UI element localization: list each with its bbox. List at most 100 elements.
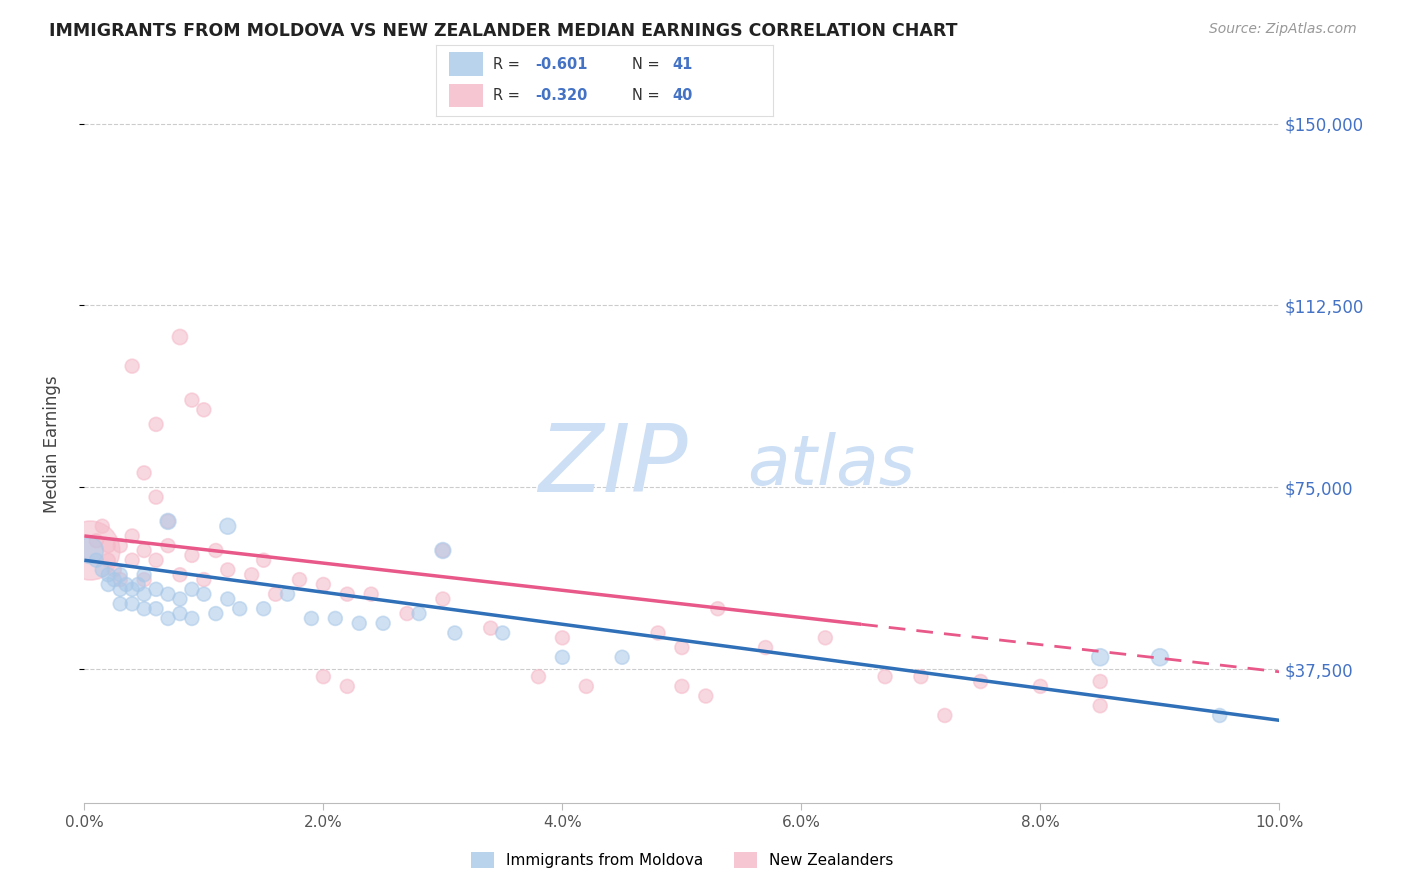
Point: [325, 611, 347, 625]
Text: N =: N =: [631, 57, 664, 71]
Text: -0.601: -0.601: [536, 57, 588, 71]
Point: [181, 611, 204, 625]
Point: [132, 466, 156, 480]
Point: [301, 611, 323, 625]
Point: [1090, 698, 1112, 713]
Point: [181, 549, 204, 563]
Point: [86, 553, 108, 567]
FancyBboxPatch shape: [450, 53, 484, 76]
Point: [432, 543, 454, 558]
Point: [145, 582, 167, 597]
Point: [970, 674, 993, 689]
Point: [312, 670, 335, 684]
Point: [1209, 708, 1232, 723]
Point: [110, 573, 132, 587]
Text: atlas: atlas: [748, 432, 915, 499]
Point: [527, 670, 550, 684]
Point: [145, 417, 167, 432]
Point: [396, 607, 419, 621]
Point: [217, 563, 239, 577]
Point: [193, 573, 215, 587]
Text: IMMIGRANTS FROM MOLDOVA VS NEW ZEALANDER MEDIAN EARNINGS CORRELATION CHART: IMMIGRANTS FROM MOLDOVA VS NEW ZEALANDER…: [49, 22, 957, 40]
Text: 40: 40: [672, 88, 692, 103]
Point: [755, 640, 778, 655]
Point: [110, 597, 132, 611]
Point: [132, 601, 156, 615]
Text: R =: R =: [494, 88, 524, 103]
Point: [169, 607, 191, 621]
Point: [432, 543, 454, 558]
Point: [1029, 679, 1052, 693]
Point: [349, 616, 371, 631]
Point: [121, 553, 143, 567]
Point: [695, 689, 717, 703]
Point: [228, 601, 252, 615]
Point: [253, 601, 276, 615]
Point: [432, 592, 454, 607]
Point: [121, 582, 143, 597]
Point: [575, 679, 598, 693]
Point: [181, 393, 204, 408]
Point: [1149, 650, 1171, 665]
Point: [671, 640, 693, 655]
Point: [264, 587, 287, 601]
Point: [145, 601, 167, 615]
Point: [169, 567, 191, 582]
Point: [181, 582, 204, 597]
Point: [157, 539, 180, 553]
Point: [277, 587, 299, 601]
Text: R =: R =: [494, 57, 524, 71]
Point: [551, 631, 574, 645]
Point: [910, 670, 932, 684]
Point: [121, 359, 143, 373]
Point: [97, 567, 120, 582]
Point: [132, 587, 156, 601]
Point: [205, 607, 228, 621]
Point: [110, 567, 132, 582]
Point: [103, 563, 125, 577]
Point: [336, 679, 359, 693]
Legend: Immigrants from Moldova, New Zealanders: Immigrants from Moldova, New Zealanders: [464, 846, 900, 874]
Point: [121, 529, 143, 543]
Point: [157, 515, 180, 529]
Text: N =: N =: [631, 88, 664, 103]
Point: [217, 519, 239, 533]
Point: [132, 543, 156, 558]
Point: [336, 587, 359, 601]
Point: [193, 587, 215, 601]
Point: [934, 708, 956, 723]
Point: [79, 543, 101, 558]
Point: [1090, 650, 1112, 665]
Point: [132, 567, 156, 582]
Point: [312, 577, 335, 591]
Point: [121, 597, 143, 611]
Point: [373, 616, 395, 631]
Point: [205, 543, 228, 558]
Point: [193, 402, 215, 417]
Point: [103, 573, 125, 587]
Point: [91, 563, 114, 577]
Point: [79, 543, 101, 558]
Point: [240, 567, 263, 582]
Point: [217, 592, 239, 607]
Text: 41: 41: [672, 57, 692, 71]
Point: [647, 626, 669, 640]
Point: [671, 679, 693, 693]
Point: [157, 587, 180, 601]
Point: [145, 553, 167, 567]
Point: [127, 577, 149, 591]
Point: [110, 582, 132, 597]
Point: [479, 621, 502, 635]
Point: [157, 515, 180, 529]
Point: [97, 539, 120, 553]
Point: [612, 650, 634, 665]
Point: [253, 553, 276, 567]
Point: [91, 519, 114, 533]
Point: [875, 670, 897, 684]
Point: [408, 607, 430, 621]
Point: [132, 573, 156, 587]
FancyBboxPatch shape: [450, 84, 484, 107]
Text: -0.320: -0.320: [536, 88, 588, 103]
Text: ZIP: ZIP: [538, 420, 688, 511]
Text: Source: ZipAtlas.com: Source: ZipAtlas.com: [1209, 22, 1357, 37]
